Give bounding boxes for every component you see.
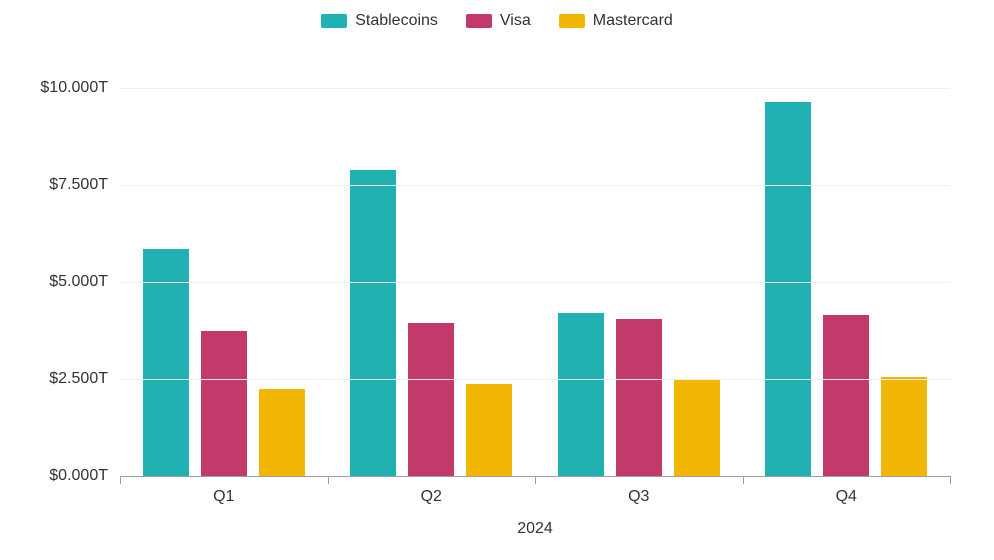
x-tick [120, 476, 121, 484]
bar [823, 315, 869, 476]
bars-layer [120, 56, 950, 476]
legend-item: Stablecoins [321, 12, 438, 30]
bar [408, 323, 454, 476]
bar [558, 313, 604, 476]
legend-swatch [321, 14, 347, 28]
legend: Stablecoins Visa Mastercard [0, 12, 994, 30]
x-tick [743, 476, 744, 484]
y-tick-label: $7.500T [49, 176, 120, 194]
bar [350, 170, 396, 476]
legend-label: Stablecoins [355, 12, 438, 30]
bar [259, 389, 305, 476]
bar [143, 249, 189, 476]
legend-label: Visa [500, 12, 531, 30]
y-tick-label: $0.000T [49, 467, 120, 485]
bar [466, 384, 512, 476]
x-tick-label: Q1 [213, 488, 234, 506]
x-tick [328, 476, 329, 484]
x-axis-title: 2024 [120, 520, 950, 538]
bar [616, 319, 662, 476]
y-tick-label: $10.000T [40, 79, 120, 97]
legend-item: Visa [466, 12, 531, 30]
y-grid-line [120, 185, 950, 186]
legend-item: Mastercard [559, 12, 673, 30]
y-tick-label: $5.000T [49, 273, 120, 291]
y-grid-line [120, 88, 950, 89]
y-tick-label: $2.500T [49, 370, 120, 388]
bar [765, 102, 811, 476]
y-grid-line [120, 379, 950, 380]
legend-swatch [559, 14, 585, 28]
bar [201, 331, 247, 476]
x-tick [535, 476, 536, 484]
x-tick-label: Q2 [421, 488, 442, 506]
x-tick [950, 476, 951, 484]
chart-container: StablecoinsVisaMastercard 2024 $0.000T$2… [0, 0, 994, 560]
x-tick-label: Q3 [628, 488, 649, 506]
bar [881, 377, 927, 476]
y-grid-line [120, 282, 950, 283]
plot-area: 2024 $0.000T$2.500T$5.000T$7.500T$10.000… [120, 56, 950, 476]
bar [674, 379, 720, 476]
x-tick-label: Q4 [836, 488, 857, 506]
legend-swatch [466, 14, 492, 28]
legend-label: Mastercard [593, 12, 673, 30]
